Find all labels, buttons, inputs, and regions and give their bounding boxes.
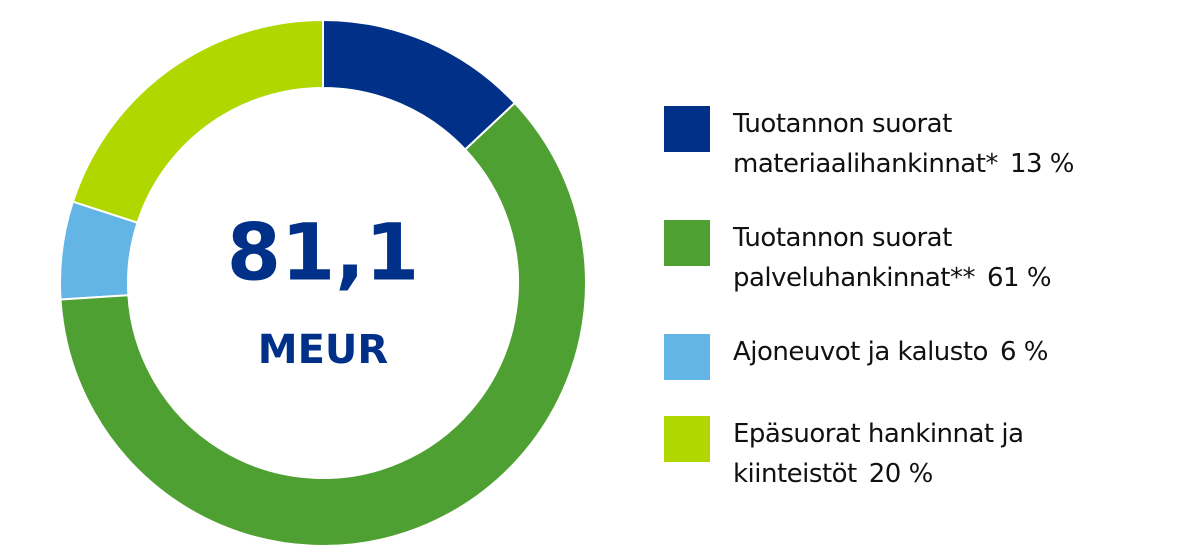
legend-item: Epäsuorat hankinnat ja kiinteistöt 20 % — [664, 414, 1144, 494]
legend-label: Tuotannon suorat palveluhankinnat** — [733, 223, 976, 293]
donut-segment — [322, 18, 517, 151]
donut-segment — [59, 200, 139, 301]
legend-label: Epäsuorat hankinnat ja kiinteistöt — [733, 419, 1024, 489]
legend-item: Tuotannon suorat palveluhankinnat** 61 % — [664, 218, 1144, 298]
legend-text: Tuotannon suorat palveluhankinnat** 61 % — [733, 218, 1133, 298]
legend-value: 20 % — [868, 459, 934, 489]
legend-swatch — [664, 334, 710, 380]
legend-swatch — [664, 220, 710, 266]
legend-text: Epäsuorat hankinnat ja kiinteistöt 20 % — [733, 414, 1133, 494]
legend-label: Ajoneuvot ja kalusto — [733, 337, 988, 367]
donut-segment — [59, 101, 587, 546]
legend-text: Tuotannon suorat materiaalihankinnat* 13 … — [733, 104, 1133, 184]
donut-segment — [71, 18, 324, 225]
legend-swatch — [664, 106, 710, 152]
legend-item: Ajoneuvot ja kalusto 6 % — [664, 332, 1144, 380]
legend-text: Ajoneuvot ja kalusto 6 % — [733, 332, 1133, 372]
legend-value: 6 % — [999, 337, 1049, 367]
center-label: 81,1 — [227, 208, 419, 298]
legend-label: Tuotannon suorat materiaalihankinnat* — [733, 109, 998, 179]
center-sublabel: MEUR — [258, 327, 388, 373]
legend-value: 13 % — [1009, 149, 1075, 179]
legend-item: Tuotannon suorat materiaalihankinnat* 13 … — [664, 104, 1144, 184]
legend-value: 61 % — [987, 263, 1052, 293]
legend-swatch — [664, 416, 710, 462]
chart: 81,1 MEUR — [59, 18, 587, 546]
legend: Tuotannon suorat materiaalihankinnat* 13 … — [664, 104, 1144, 494]
